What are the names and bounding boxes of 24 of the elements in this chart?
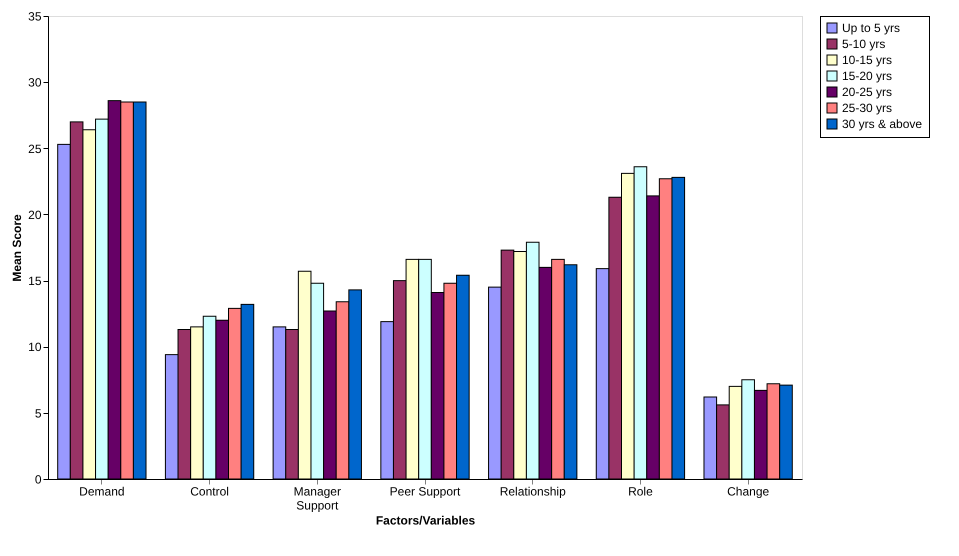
- y-tick-label: 25: [28, 142, 42, 156]
- y-tick-label: 20: [28, 208, 42, 222]
- y-axis-title: Mean Score: [10, 214, 24, 282]
- x-tick-label: Peer Support: [390, 484, 462, 498]
- legend-label: Up to 5 yrs: [842, 21, 900, 35]
- x-tick-label: Manager Support: [294, 484, 341, 512]
- x-tick-label: Demand: [79, 484, 125, 498]
- x-axis-title: Factors/Variables: [376, 514, 476, 528]
- y-tick-label: 35: [28, 10, 42, 24]
- x-tick-label: Role: [628, 484, 654, 498]
- x-tick-label: Control: [190, 484, 229, 498]
- y-tick-label: 5: [34, 406, 42, 420]
- x-tick-label: Change: [727, 484, 770, 498]
- legend-label: 25-30 yrs: [842, 101, 892, 115]
- legend-label: 30 yrs & above: [842, 117, 922, 131]
- y-tick-label: 10: [28, 340, 42, 354]
- legend-label: 5-10 yrs: [842, 37, 886, 51]
- x-tick-label: Relationship: [500, 484, 566, 498]
- legend-label: 15-20 yrs: [842, 69, 892, 83]
- legend-label: 20-25 yrs: [842, 85, 892, 99]
- y-tick-label: 0: [34, 472, 42, 486]
- y-tick-label: 15: [28, 274, 42, 288]
- y-tick-label: 30: [28, 76, 42, 90]
- legend-label: 10-15 yrs: [842, 53, 892, 67]
